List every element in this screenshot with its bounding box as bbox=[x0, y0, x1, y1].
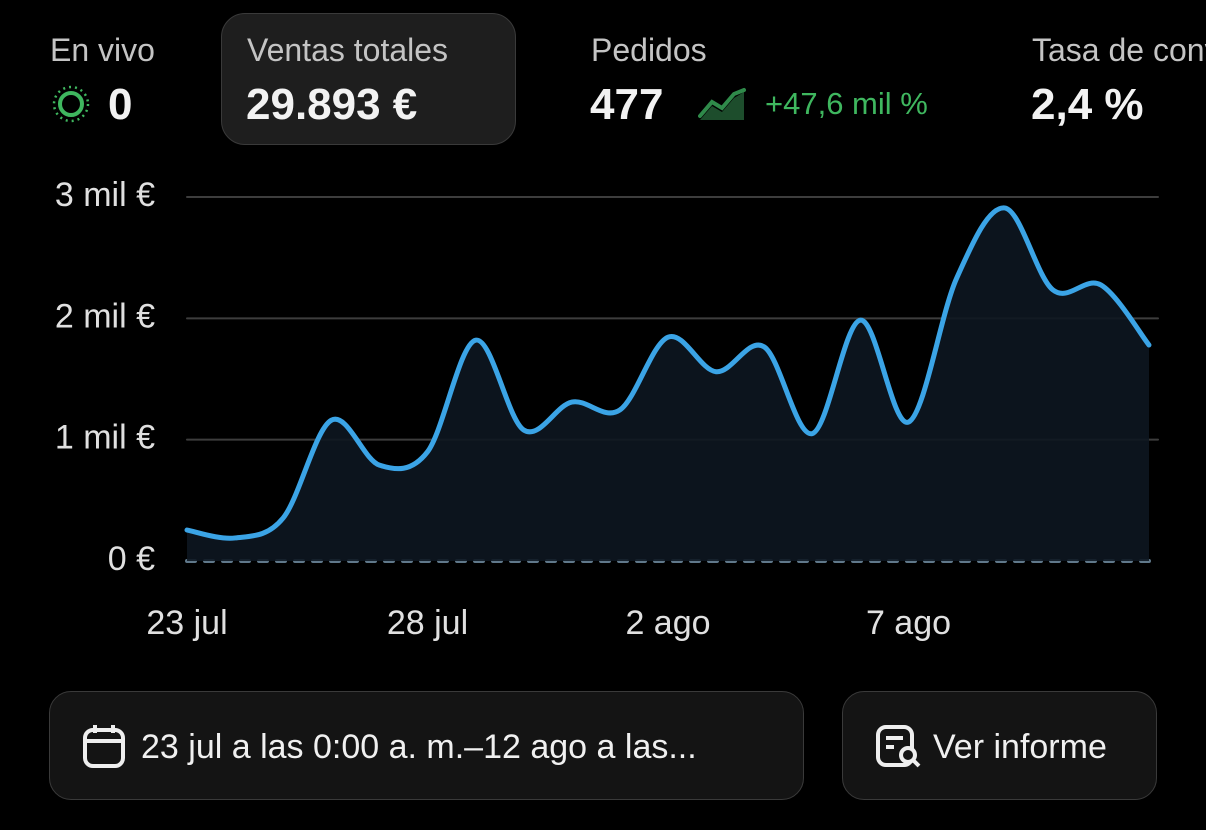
metric-value: 0 bbox=[108, 80, 133, 129]
y-tick-label: 0 € bbox=[108, 540, 155, 578]
calendar-icon bbox=[83, 725, 125, 768]
y-tick-label: 2 mil € bbox=[55, 297, 155, 335]
y-tick-label: 3 mil € bbox=[55, 176, 155, 214]
x-tick-label: 2 ago bbox=[625, 604, 710, 642]
x-tick-label: 28 jul bbox=[387, 604, 468, 642]
trend-icon bbox=[698, 88, 746, 120]
metric-label: Tasa de conversión bbox=[1032, 32, 1206, 68]
metric-value: 2,4 % bbox=[1031, 80, 1144, 129]
metric-label: Pedidos bbox=[591, 32, 707, 68]
selected-metric-card[interactable] bbox=[221, 13, 516, 145]
metric-label-clip: Tasa de conversión bbox=[1032, 32, 1206, 69]
live-icon bbox=[52, 85, 90, 123]
report-icon bbox=[876, 725, 921, 768]
metric-label: Ventas totales bbox=[247, 32, 449, 68]
area bbox=[187, 207, 1149, 561]
date-range-text: 23 jul a las 0:00 a. m.–12 ago a las... bbox=[141, 728, 697, 766]
report-button[interactable]: Ver informe bbox=[842, 691, 1157, 800]
chart: 0 € 1 mil € 2 mil € 3 mil € 23 jul 28 jul 2 ag… bbox=[55, 176, 1160, 642]
line bbox=[184, 205, 1152, 541]
x-tick-label: 23 jul bbox=[146, 604, 227, 642]
date-range-button[interactable]: 23 jul a las 0:00 a. m.–12 ago a las... bbox=[49, 691, 804, 800]
x-tick-label: 7 ago bbox=[866, 604, 951, 642]
report-button-text: Ver informe bbox=[933, 728, 1107, 766]
metric-value: 29.893 € bbox=[246, 80, 418, 129]
metric-change: +47,6 mil % bbox=[765, 86, 928, 121]
y-tick-label: 1 mil € bbox=[55, 419, 155, 457]
metric-value: 477 bbox=[590, 80, 664, 129]
metric-label: En vivo bbox=[50, 32, 155, 68]
